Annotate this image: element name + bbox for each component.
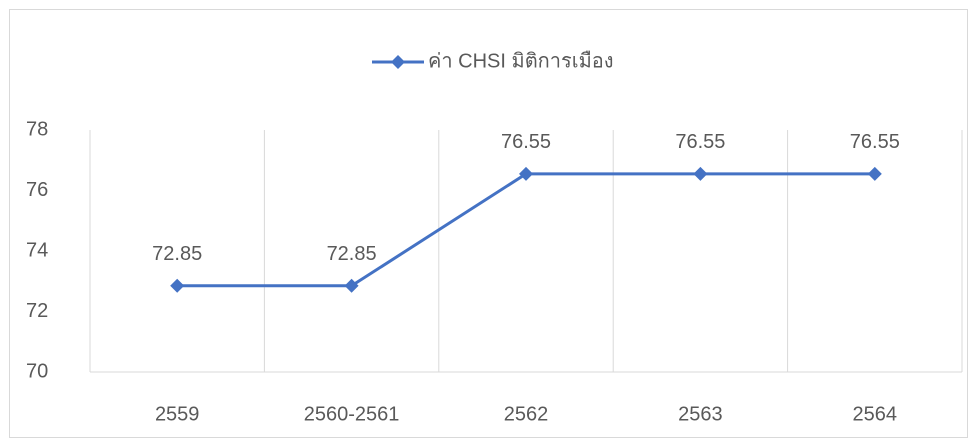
point-marker <box>519 166 533 181</box>
data-label: 72.85 <box>152 243 202 265</box>
x-tick-label: 2563 <box>678 403 723 425</box>
point-marker <box>170 278 185 293</box>
point-marker <box>693 166 708 181</box>
y-tick-label: 70 <box>26 360 48 382</box>
y-tick-label: 72 <box>26 300 48 322</box>
legend-marker <box>391 55 405 69</box>
chart-border <box>9 9 968 438</box>
x-tick-label: 2562 <box>504 403 549 425</box>
legend-label: ค่า CHSI มิติการเมือง <box>428 50 614 72</box>
data-label: 76.55 <box>850 131 900 153</box>
x-tick-label: 2559 <box>155 403 200 425</box>
point-marker <box>344 278 359 293</box>
data-label: 76.55 <box>501 131 551 153</box>
x-tick-label: 2564 <box>853 403 898 425</box>
x-tick-label: 2560-2561 <box>304 403 400 425</box>
data-label: 76.55 <box>675 131 725 153</box>
y-tick-label: 74 <box>26 239 48 261</box>
data-label: 72.85 <box>327 243 377 265</box>
point-marker <box>867 166 882 181</box>
y-tick-label: 76 <box>26 179 48 201</box>
y-tick-label: 78 <box>26 118 48 140</box>
